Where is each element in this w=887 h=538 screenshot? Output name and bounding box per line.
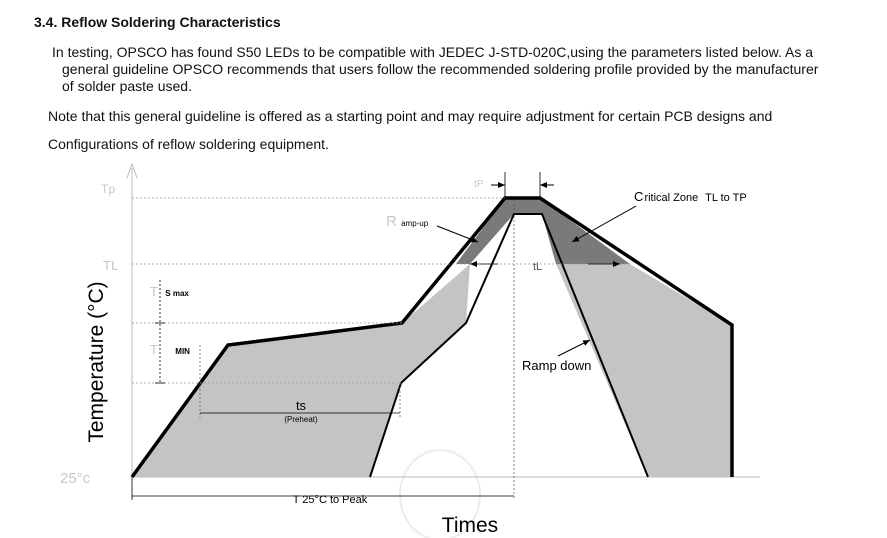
critical-zone-arrow xyxy=(571,205,637,243)
config-paragraph: Configurations of reflow soldering equip… xyxy=(48,136,329,152)
y-axis-label: Temperature (°C) xyxy=(85,281,108,442)
reflow-profile-diagram: Temperature (°C) Times Tp TL T S max T M… xyxy=(60,162,760,538)
critical-zone-range: TL to TP xyxy=(705,192,747,204)
intro-paragraph: In testing, OPSCO has found S50 LEDs to … xyxy=(52,44,882,95)
intro-line-2: general guideline OPSCO recommends that … xyxy=(62,61,819,77)
intro-line-3: of solder paste used. xyxy=(62,78,192,94)
tp-label: Tp xyxy=(101,182,115,196)
critical-zone-c: C xyxy=(634,189,643,204)
note-paragraph: Note that this general guideline is offe… xyxy=(48,108,773,124)
watermark-decoration xyxy=(399,449,481,538)
tsmin-label-t: T xyxy=(150,342,158,357)
ramp-up-label: R amp-up xyxy=(386,213,429,230)
tl-label-text: TL xyxy=(103,258,118,273)
section-heading: 3.4. Reflow Soldering Characteristics xyxy=(34,14,281,30)
ramp-down-label: Ramp down xyxy=(522,358,591,373)
tsmin-label-s: MIN xyxy=(175,347,190,356)
critical-zone-region xyxy=(456,198,630,264)
y-axis-arrow xyxy=(126,162,138,179)
critical-zone-label: C ritical Zone TL to TP xyxy=(634,189,747,204)
profile-inner-curve xyxy=(369,213,649,478)
t25-label: 25°c xyxy=(60,470,91,487)
tsmax-label-s: S max xyxy=(165,289,189,298)
critical-zone-rest: ritical Zone xyxy=(644,192,698,204)
ramp-up-rest: amp-up xyxy=(401,219,429,228)
ramp-up-r: R xyxy=(386,213,397,230)
preheat-label: (Preheat) xyxy=(284,415,318,424)
ramp-up-arrow xyxy=(436,225,479,243)
tsmax-label: T S max xyxy=(150,284,189,299)
tl-label: TL xyxy=(103,258,118,273)
tl-time-label: tL xyxy=(533,261,542,273)
t25-peak-label: T 25°C to Peak xyxy=(293,494,368,506)
tp-time-label: tP xyxy=(474,179,484,190)
tsmin-label: T MIN xyxy=(150,342,190,357)
ts-label: ts xyxy=(296,398,307,413)
tsmax-label-t: T xyxy=(150,284,158,299)
x-axis-label: Times xyxy=(442,514,498,537)
intro-line-1: In testing, OPSCO has found S50 LEDs to … xyxy=(52,44,814,60)
profile-region-light xyxy=(132,264,732,477)
ramp-down-arrow xyxy=(557,339,591,357)
